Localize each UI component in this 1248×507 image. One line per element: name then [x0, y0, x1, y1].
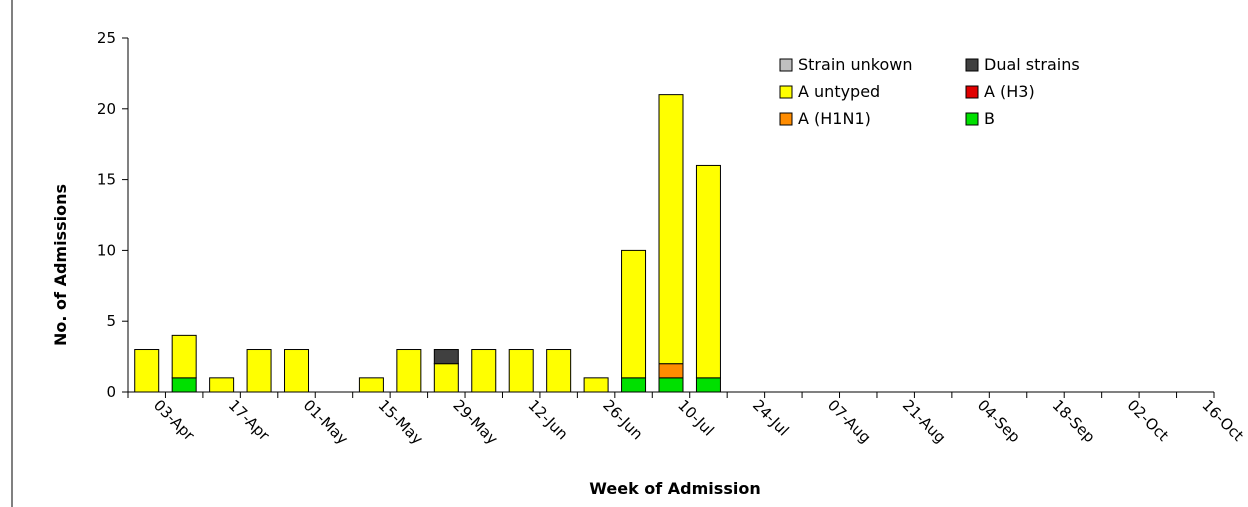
bar-10-Jul-series-3	[658, 94, 684, 365]
legend-label: B	[984, 109, 995, 128]
legend-label: A (H1N1)	[798, 109, 871, 128]
x-tick-label: 10-Jul	[674, 396, 717, 439]
y-tick-label: 10	[97, 241, 116, 259]
legend-swatch	[779, 112, 793, 126]
x-tick-label: 21-Aug	[899, 396, 950, 447]
legend-swatch	[965, 112, 979, 126]
bar-22-May-series-3	[396, 349, 422, 393]
bar-10-Jul-series-1	[658, 363, 684, 379]
x-tick-label: 24-Jul	[749, 396, 792, 439]
bar-01-May-series-3	[284, 349, 310, 393]
bar-03-Jul-series-0	[621, 377, 647, 393]
x-tick-label: 17-Apr	[225, 396, 274, 445]
bar-10-Jul-series-0	[658, 377, 684, 393]
legend-label: Strain unkown	[798, 55, 912, 74]
bar-05-Jun-series-3	[471, 349, 497, 393]
x-tick-label: 04-Sep	[974, 396, 1024, 446]
x-tick-label: 16-Oct	[1198, 396, 1247, 445]
y-tick-label: 25	[97, 29, 116, 47]
legend: Strain unkown Dual strains A untyped A (H3)…	[779, 55, 1080, 128]
y-axis-title: No. of Admissions	[51, 184, 70, 346]
bars-layer	[134, 94, 721, 393]
bar-19-Jun-series-3	[546, 349, 572, 393]
x-axis-title: Week of Admission	[589, 479, 760, 498]
bar-03-Jul-series-3	[621, 249, 647, 379]
bar-17-Jul-series-0	[695, 377, 721, 393]
bar-12-Jun-series-3	[508, 349, 534, 393]
legend-label: A (H3)	[984, 82, 1035, 101]
x-tick-label: 02-Oct	[1124, 396, 1173, 445]
x-tick-label: 07-Aug	[824, 396, 875, 447]
bar-15-May-series-3	[358, 377, 384, 393]
legend-swatch	[965, 58, 979, 72]
bar-10-Apr-series-0	[171, 377, 197, 393]
x-tick-label: 01-May	[300, 396, 352, 448]
bar-29-May-series-4	[433, 349, 459, 365]
bar-24-Apr-series-3	[246, 349, 272, 393]
x-tick-label: 18-Sep	[1049, 396, 1099, 446]
legend-swatch	[779, 58, 793, 72]
bar-17-Apr-series-3	[209, 377, 235, 393]
x-tick-label: 12-Jun	[524, 396, 571, 443]
x-tick-label: 15-May	[375, 396, 427, 448]
legend-label: A untyped	[798, 82, 880, 101]
bar-03-Apr-series-3	[134, 349, 160, 393]
legend-swatch	[965, 85, 979, 99]
y-tick-label: 15	[97, 171, 116, 189]
x-tick-label: 26-Jun	[599, 396, 646, 443]
x-tick-label: 03-Apr	[150, 396, 199, 445]
bar-10-Apr-series-3	[171, 334, 197, 379]
y-tick-label: 5	[106, 312, 116, 330]
bar-17-Jul-series-3	[695, 164, 721, 379]
y-tick-label: 20	[97, 100, 116, 118]
y-tick-label: 0	[106, 383, 116, 401]
legend-label: Dual strains	[984, 55, 1080, 74]
x-tick-label: 29-May	[449, 396, 501, 448]
bar-26-Jun-series-3	[583, 377, 609, 393]
legend-swatch	[779, 85, 793, 99]
bar-29-May-series-3	[433, 363, 459, 393]
